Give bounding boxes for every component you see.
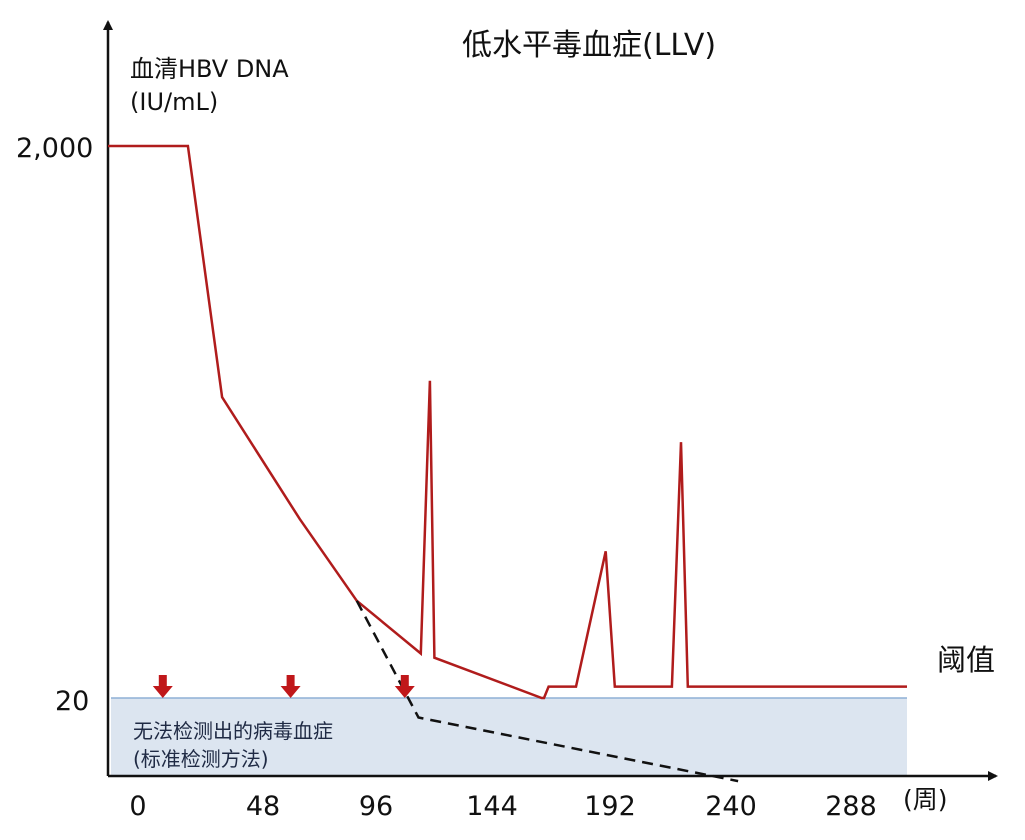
x-tick-label-0: 0: [129, 791, 146, 822]
y-tick-label-2000: 2,000: [16, 133, 93, 164]
x-tick-label-288: 288: [825, 791, 877, 822]
test-arrow-3: [394, 675, 415, 698]
band-label-line1: 无法检测出的病毒血症: [133, 719, 333, 743]
undetectable-band: [111, 698, 907, 776]
x-tick-label-192: 192: [584, 791, 636, 822]
y-axis-label-line1: 血清HBV DNA: [130, 55, 289, 83]
x-axis-unit: (周): [903, 785, 948, 814]
test-arrows: [152, 675, 415, 698]
y-tick-label-20: 20: [55, 686, 89, 717]
test-arrow-2: [280, 675, 301, 698]
x-tick-label-48: 48: [246, 791, 280, 822]
series-lines: [108, 144, 907, 783]
y-axis-label-line2: (IU/mL): [130, 88, 218, 116]
band-label-line2: (标准检测方法): [133, 747, 269, 771]
x-tick-label-144: 144: [466, 791, 518, 822]
chart-title: 低水平毒血症(LLV): [462, 28, 716, 63]
threshold-label: 阈值: [937, 643, 995, 677]
x-tick-label-96: 96: [359, 791, 393, 822]
dashed-projection-line: [355, 600, 739, 783]
x-tick-label-240: 240: [705, 791, 757, 822]
test-arrow-1: [152, 675, 173, 698]
hbv-dna-line: [108, 144, 907, 700]
